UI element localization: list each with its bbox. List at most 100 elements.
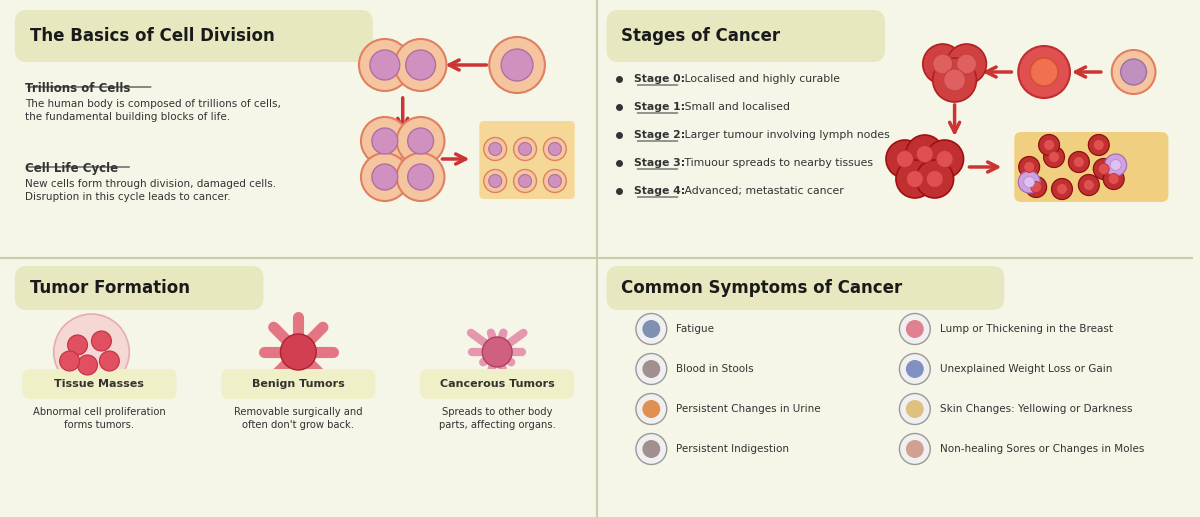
Circle shape [1098,163,1109,175]
Circle shape [1024,161,1034,173]
FancyBboxPatch shape [420,369,575,399]
Text: Stages of Cancer: Stages of Cancer [622,27,781,45]
Text: Blood in Stools: Blood in Stools [676,364,754,374]
Circle shape [1109,174,1120,185]
FancyBboxPatch shape [14,266,264,310]
Text: Persistent Changes in Urine: Persistent Changes in Urine [676,404,821,414]
Circle shape [1103,169,1124,190]
Circle shape [1105,154,1127,176]
Circle shape [642,360,660,378]
Circle shape [916,160,954,198]
Circle shape [1030,58,1058,86]
Circle shape [91,331,112,351]
Text: Stage 2:: Stage 2: [635,130,685,140]
FancyBboxPatch shape [606,10,884,62]
Text: Benign Tumors: Benign Tumors [252,379,344,389]
Circle shape [518,175,532,188]
Circle shape [936,150,953,168]
Circle shape [397,153,444,201]
Circle shape [548,175,562,188]
Circle shape [60,351,79,371]
Circle shape [408,164,433,190]
Circle shape [642,400,660,418]
Circle shape [1121,59,1146,85]
Circle shape [1044,140,1055,150]
Circle shape [900,433,930,464]
Circle shape [100,351,119,371]
Text: Abnormal cell proliferation
forms tumors.: Abnormal cell proliferation forms tumors… [34,407,166,430]
Text: Stage 4:: Stage 4: [635,186,685,196]
Circle shape [372,128,397,154]
Circle shape [1056,184,1068,194]
Circle shape [67,335,88,355]
Circle shape [932,58,977,102]
Text: Stage 3:: Stage 3: [635,158,685,168]
Circle shape [917,145,934,162]
Circle shape [906,135,943,173]
Circle shape [906,440,924,458]
Circle shape [636,354,667,385]
Text: Tumor Formation: Tumor Formation [30,279,190,297]
Circle shape [1111,50,1156,94]
Circle shape [923,44,962,84]
Circle shape [642,320,660,338]
Text: Removable surgically and
often don't grow back.: Removable surgically and often don't gro… [234,407,362,430]
Circle shape [947,44,986,84]
Circle shape [1049,151,1060,162]
Circle shape [1044,146,1064,168]
FancyBboxPatch shape [1014,132,1169,202]
Circle shape [395,39,446,91]
FancyBboxPatch shape [606,266,1004,310]
Circle shape [1019,157,1039,177]
Circle shape [78,355,97,375]
Circle shape [906,320,924,338]
Circle shape [906,400,924,418]
Circle shape [636,313,667,344]
Text: Trillions of Cells: Trillions of Cells [25,82,131,95]
Circle shape [490,37,545,93]
Circle shape [1084,179,1094,190]
Circle shape [906,171,923,188]
Text: Small and localised: Small and localised [680,102,790,112]
FancyBboxPatch shape [23,369,176,399]
Circle shape [544,138,566,160]
Circle shape [636,393,667,424]
Circle shape [488,143,502,156]
Circle shape [1093,159,1114,179]
Circle shape [281,334,317,370]
Circle shape [397,117,444,165]
Text: Skin Changes: Yellowing or Darkness: Skin Changes: Yellowing or Darkness [940,404,1132,414]
Circle shape [361,153,409,201]
Circle shape [1093,140,1104,150]
Circle shape [1019,171,1040,193]
FancyBboxPatch shape [479,121,575,199]
Circle shape [1068,151,1090,173]
Circle shape [361,117,409,165]
Circle shape [900,313,930,344]
Circle shape [900,354,930,385]
Circle shape [514,138,536,160]
Circle shape [925,140,964,178]
Circle shape [488,175,502,188]
Circle shape [926,171,943,188]
Text: Stage 1:: Stage 1: [635,102,685,112]
Text: Persistent Indigestion: Persistent Indigestion [676,444,790,454]
Circle shape [1051,178,1073,200]
Circle shape [1031,181,1042,192]
Circle shape [932,54,953,74]
Circle shape [406,50,436,80]
Circle shape [956,54,977,74]
FancyBboxPatch shape [14,10,373,62]
Circle shape [1019,46,1070,98]
Text: Common Symptoms of Cancer: Common Symptoms of Cancer [622,279,902,297]
Circle shape [484,138,506,160]
FancyBboxPatch shape [221,369,376,399]
Text: Localised and highly curable: Localised and highly curable [680,74,840,84]
Circle shape [484,170,506,192]
Text: Non-healing Sores or Changes in Moles: Non-healing Sores or Changes in Moles [940,444,1144,454]
Text: Cell Life Cycle: Cell Life Cycle [25,162,118,175]
Text: Fatigue: Fatigue [676,324,714,334]
Circle shape [896,160,934,198]
Text: Unexplained Weight Loss or Gain: Unexplained Weight Loss or Gain [940,364,1112,374]
Text: Advanced; metastatic cancer: Advanced; metastatic cancer [680,186,844,196]
